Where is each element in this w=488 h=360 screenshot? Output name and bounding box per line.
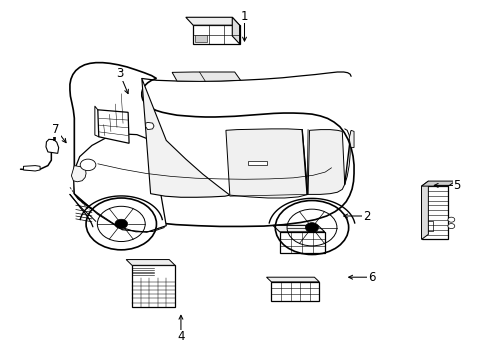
Circle shape [115,219,127,229]
Polygon shape [232,17,239,44]
Polygon shape [225,129,307,198]
Polygon shape [421,181,454,186]
Text: 4: 4 [177,330,184,343]
Polygon shape [279,232,324,253]
Polygon shape [272,225,324,232]
Circle shape [305,222,318,233]
Circle shape [447,217,454,222]
Bar [195,35,206,42]
Text: 7: 7 [52,123,60,136]
Text: 1: 1 [240,10,248,23]
Text: 3: 3 [116,67,123,80]
Polygon shape [132,265,175,307]
Polygon shape [348,130,353,148]
Polygon shape [307,130,344,194]
Polygon shape [70,63,353,226]
Text: 2: 2 [362,210,370,222]
Polygon shape [266,277,319,282]
Text: 5: 5 [452,179,460,192]
Polygon shape [145,122,154,130]
Circle shape [80,159,96,171]
Polygon shape [126,260,175,265]
Polygon shape [71,166,86,182]
Circle shape [447,224,454,229]
Polygon shape [142,78,229,197]
Text: 6: 6 [367,271,375,284]
Polygon shape [23,166,40,171]
Polygon shape [193,25,239,44]
Polygon shape [98,110,129,143]
Bar [248,161,266,165]
Polygon shape [73,134,166,232]
Polygon shape [421,186,447,239]
Polygon shape [185,17,239,25]
Polygon shape [46,139,59,153]
Polygon shape [421,181,427,239]
Polygon shape [271,282,319,301]
Polygon shape [172,72,240,81]
